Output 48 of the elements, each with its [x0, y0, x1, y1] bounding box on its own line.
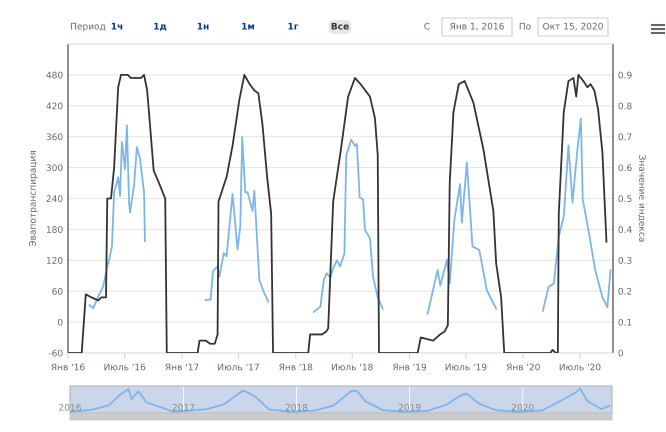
y-tick-label: 240 [46, 195, 63, 202]
x-tick-label: 2017 [172, 404, 194, 411]
x-tick-label: Июль '16 [104, 364, 146, 370]
x-tick-label: Янв '18 [279, 364, 312, 370]
x-tick-label: Янв '17 [165, 364, 198, 370]
y2-axis-title: Значение индекса [638, 155, 646, 242]
x-tick-label: Июль '20 [560, 364, 601, 370]
y2-tick-label: 0.1 [618, 318, 632, 326]
y-tick-label: 180 [46, 226, 63, 233]
x-tick-label: 2019 [398, 404, 420, 411]
text: 1г [288, 22, 298, 30]
y2-tick-label: 0.6 [618, 164, 632, 172]
x-tick-label: Янв '20 [506, 364, 540, 370]
y-tick-label: 0 [58, 318, 63, 326]
y2-tick-label: 0.4 [618, 226, 632, 233]
y2-tick-label: 0.9 [618, 72, 632, 78]
x-tick-label: Янв '16 [51, 364, 85, 370]
x-tick-label: 2020 [512, 404, 534, 411]
text: Янв 1, 2016 [450, 22, 504, 31]
text: С [424, 22, 430, 30]
x-tick-label: 2018 [286, 404, 308, 411]
y2-tick-label: 0.2 [618, 288, 632, 295]
y2-tick-label: 0.3 [618, 257, 632, 264]
y-tick-label: 60 [52, 288, 63, 295]
text: Окт 15, 2020 [543, 22, 603, 31]
y-tick-label: 300 [46, 164, 63, 172]
y-tick-label: 420 [46, 102, 63, 110]
text: Все [332, 22, 349, 30]
y-tick-label: 480 [46, 72, 63, 78]
text: 1н [198, 22, 208, 30]
text: 1ч [112, 22, 122, 30]
y-tick-label: -60 [48, 350, 63, 357]
x-tick-label: Июль '19 [446, 364, 486, 370]
text: Период [71, 22, 106, 32]
text: 1д [154, 22, 166, 31]
x-tick-label: Янв '19 [392, 364, 426, 370]
y-tick-label: 120 [46, 257, 63, 264]
y-tick-label: 360 [46, 133, 63, 140]
x-tick-label: Июль '17 [218, 364, 259, 370]
x-tick-label: 2016 [59, 404, 81, 411]
y2-tick-label: 0.8 [618, 102, 632, 110]
x-tick-label: Июль '18 [332, 364, 373, 370]
y2-tick-label: 0 [618, 350, 624, 357]
y2-tick-label: 0.5 [618, 195, 632, 202]
y2-tick-label: 0.7 [618, 133, 632, 140]
text: 1м [242, 22, 254, 30]
text: По [520, 22, 531, 30]
y-axis-title: Эвапотранспирация [28, 151, 38, 246]
